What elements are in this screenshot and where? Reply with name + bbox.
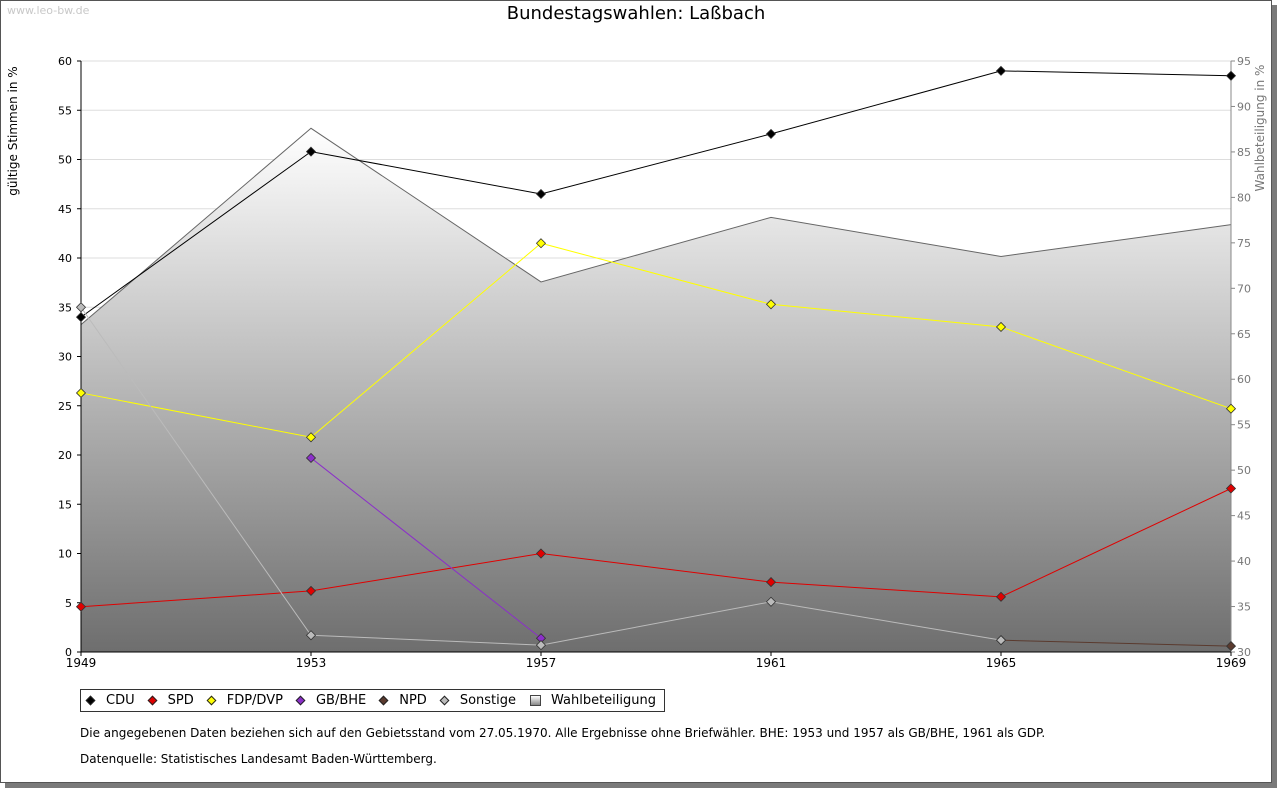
data-point-fdp-dvp (75, 387, 87, 399)
series-line-fdp-dvp (80, 242, 1232, 438)
series-line-spd (80, 488, 1232, 608)
y-tick-label-right: 85 (1237, 146, 1251, 159)
x-tick-label: 1957 (526, 656, 557, 670)
x-tick-label: 1961 (756, 656, 787, 670)
series-line-gb-bhe (310, 457, 542, 639)
data-point-spd (765, 576, 777, 588)
data-point-fdp-dvp (765, 299, 777, 310)
data-point-spd (305, 585, 317, 596)
y-tick-label-left: 35 (58, 301, 72, 314)
data-point-cdu (765, 128, 777, 139)
data-point-fdp-dvp (535, 238, 547, 249)
y-tick-label-right: 95 (1237, 55, 1251, 68)
legend-item: FDP/DVP (206, 693, 283, 708)
turnout-area-fill (81, 128, 1231, 652)
y-tick-label-left: 10 (58, 548, 72, 561)
y-tick-label-right: 75 (1237, 237, 1251, 250)
y-tick-label-right: 70 (1237, 282, 1251, 295)
legend-marker-icon (85, 695, 96, 706)
legend-marker-icon (439, 695, 450, 706)
watermark: www.leo-bw.de (7, 4, 90, 17)
series-lines (75, 65, 1237, 652)
y-tick-label-left: 15 (58, 498, 72, 511)
x-tick-label: 1953 (296, 656, 327, 670)
legend-label: SPD (167, 693, 194, 708)
y-tick-label-right: 65 (1237, 328, 1251, 341)
y-tick-label-left: 20 (58, 449, 72, 462)
legend-item: Wahlbeteiligung (530, 693, 656, 708)
y-tick-label-right: 35 (1237, 601, 1251, 614)
y-tick-label-left: 0 (65, 646, 72, 659)
legend-label: NPD (399, 693, 427, 708)
turnout-line (80, 127, 1232, 326)
legend-marker-icon (378, 695, 389, 706)
y-tick-label-right: 40 (1237, 555, 1251, 568)
data-point-cdu (995, 65, 1007, 76)
data-point-spd (75, 601, 87, 612)
data-point-sonstige (535, 640, 547, 651)
legend-label: CDU (106, 693, 135, 708)
data-point-spd (535, 548, 547, 559)
legend-item: Sonstige (439, 693, 516, 708)
legend-item: CDU (85, 693, 135, 708)
y-tick-label-left: 30 (58, 351, 72, 364)
y-tick-label-left: 40 (58, 252, 72, 265)
legend-label: GB/BHE (315, 693, 367, 708)
legend: CDU SPD FDP/DVP GB/BHE NPD Sonstige Wahlbeteil… (80, 689, 666, 712)
y-tick-label-left: 55 (58, 104, 72, 117)
data-point-gb-bhe (305, 452, 317, 464)
y-tick-label-right: 50 (1237, 464, 1251, 477)
legend-marker-icon (295, 695, 306, 706)
y-tick-label-left: 60 (58, 55, 72, 68)
data-point-cdu (535, 188, 547, 200)
x-tick-label: 1965 (986, 656, 1017, 670)
y-tick-label-right: 45 (1237, 510, 1251, 523)
y-tick-label-right: 55 (1237, 419, 1251, 432)
y-tick-label-right: 90 (1237, 100, 1251, 113)
y-axis-label-left: gültige Stimmen in % (6, 66, 20, 195)
legend-item: NPD (378, 693, 427, 708)
data-point-sonstige (765, 596, 777, 607)
turnout-area (80, 127, 1232, 652)
legend-marker-icon (206, 695, 217, 706)
data-point-npd (1225, 641, 1237, 652)
data-point-fdp-dvp (305, 432, 317, 443)
y-tick-label-left: 5 (65, 597, 72, 610)
y-tick-label-right: 80 (1237, 191, 1251, 204)
legend-label: Sonstige (459, 693, 516, 708)
chart-title: Bundestagswahlen: Laßbach (506, 3, 766, 24)
data-source: Datenquelle: Statistisches Landesamt Bad… (80, 752, 437, 766)
y-tick-label-left: 45 (58, 203, 72, 216)
legend-item: GB/BHE (295, 693, 367, 708)
data-point-cdu (75, 312, 87, 323)
axes: 0 5 10 15 20 25 30 35 40 45 50 55 60 30 35 40 45 50 55 60 65… (58, 55, 1251, 670)
legend-marker-icon (147, 695, 158, 706)
data-point-spd (1225, 483, 1237, 494)
data-point-spd (995, 591, 1007, 602)
data-point-fdp-dvp (995, 321, 1007, 333)
data-point-sonstige (305, 630, 317, 641)
series-line-npd (1000, 639, 1232, 647)
y-tick-label-left: 25 (58, 400, 72, 413)
legend-label: Wahlbeteiligung (551, 693, 657, 708)
y-tick-label-left: 50 (58, 154, 72, 167)
data-point-sonstige (995, 635, 1007, 646)
data-point-cdu (1225, 70, 1237, 81)
footnote: Die angegebenen Daten beziehen sich auf … (80, 726, 1046, 740)
y-axis-label-right: Wahlbeteiligung in % (1253, 65, 1267, 192)
legend-item: SPD (147, 693, 194, 708)
x-tick-label: 1969 (1216, 656, 1247, 670)
series-line-cdu (80, 70, 1232, 318)
y-tick-label-right: 30 (1237, 646, 1251, 659)
x-tick-label: 1949 (66, 656, 97, 670)
data-point-fdp-dvp (1225, 403, 1237, 414)
data-point-sonstige (75, 302, 87, 313)
legend-label: FDP/DVP (226, 693, 283, 708)
legend-area-icon (530, 695, 541, 706)
data-point-cdu (305, 146, 317, 157)
y-tick-label-right: 60 (1237, 373, 1251, 386)
